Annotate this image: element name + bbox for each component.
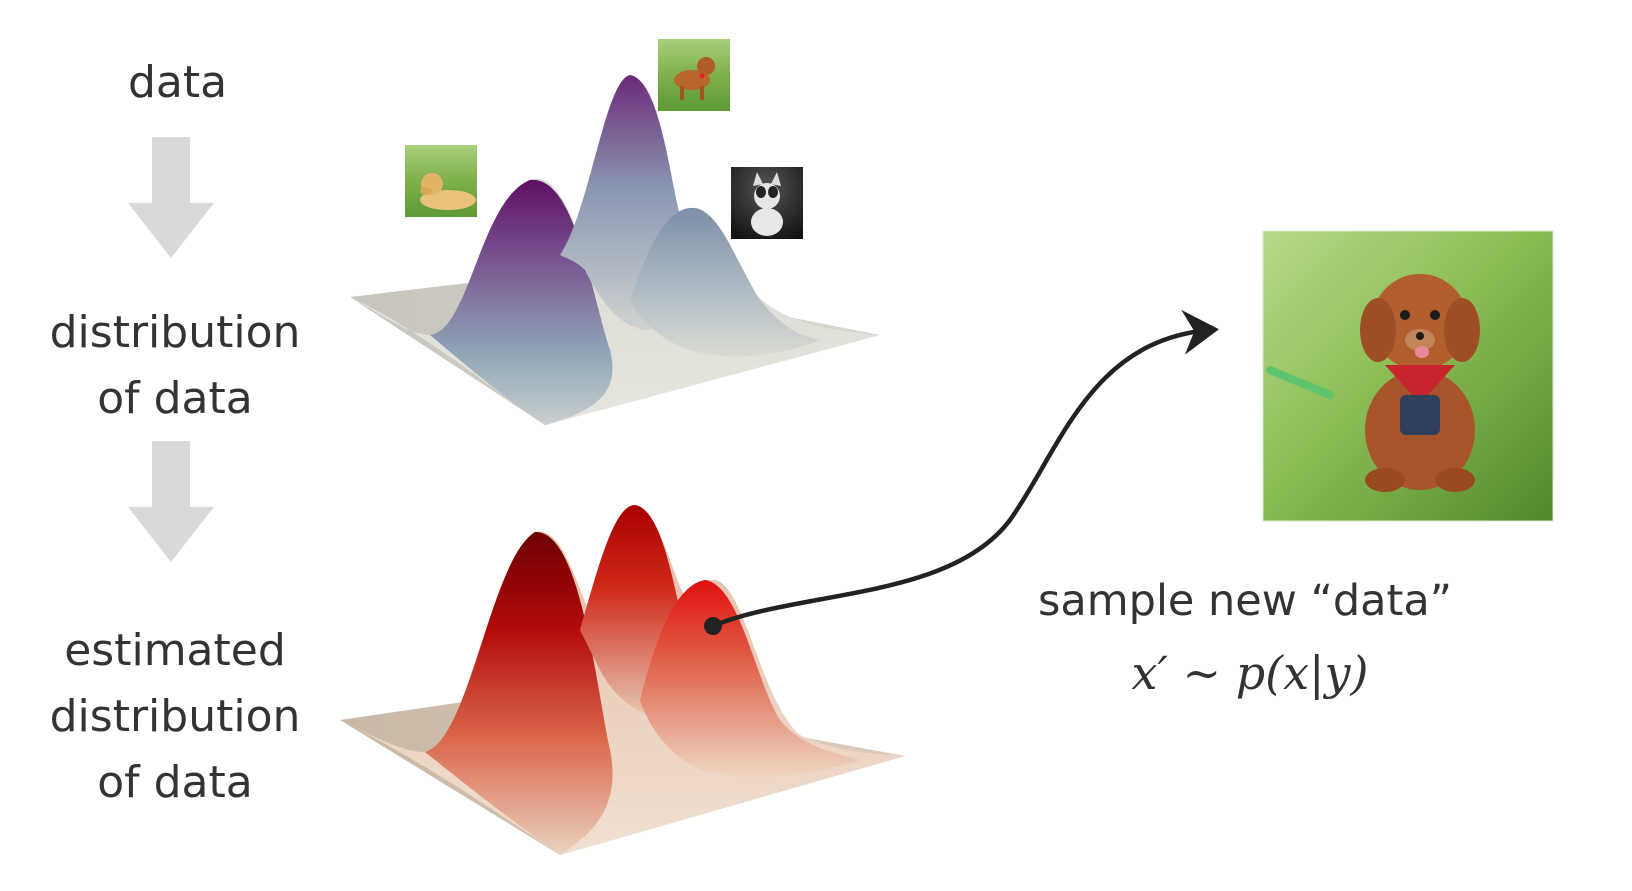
estimated-distribution-label: estimated distribution of data xyxy=(20,618,330,816)
distribution-label-line2: of data xyxy=(97,373,253,424)
down-arrow-1 xyxy=(128,137,214,258)
golden-retriever-image xyxy=(405,145,477,217)
estimated-label-line2: distribution xyxy=(49,691,301,742)
sample-arrow xyxy=(704,309,1219,635)
data-label: data xyxy=(127,57,228,108)
down-arrow-2 xyxy=(128,441,214,562)
sampled-poodle-image xyxy=(1262,230,1554,522)
sample-label: sample new “data” xyxy=(1038,576,1452,626)
distribution-label-line1: distribution xyxy=(49,307,301,358)
french-bulldog-image xyxy=(731,167,803,239)
distribution-label: distribution of data xyxy=(20,300,330,432)
data-distribution-surface xyxy=(350,75,880,425)
sample-formula: x′ ∼ p(x|y) xyxy=(1131,646,1369,700)
estimated-distribution-surface xyxy=(340,505,905,855)
sample-point xyxy=(704,617,722,635)
puppy-walking-image xyxy=(658,39,730,111)
estimated-label-line3: of data xyxy=(97,757,253,808)
estimated-label-line1: estimated xyxy=(64,625,286,676)
